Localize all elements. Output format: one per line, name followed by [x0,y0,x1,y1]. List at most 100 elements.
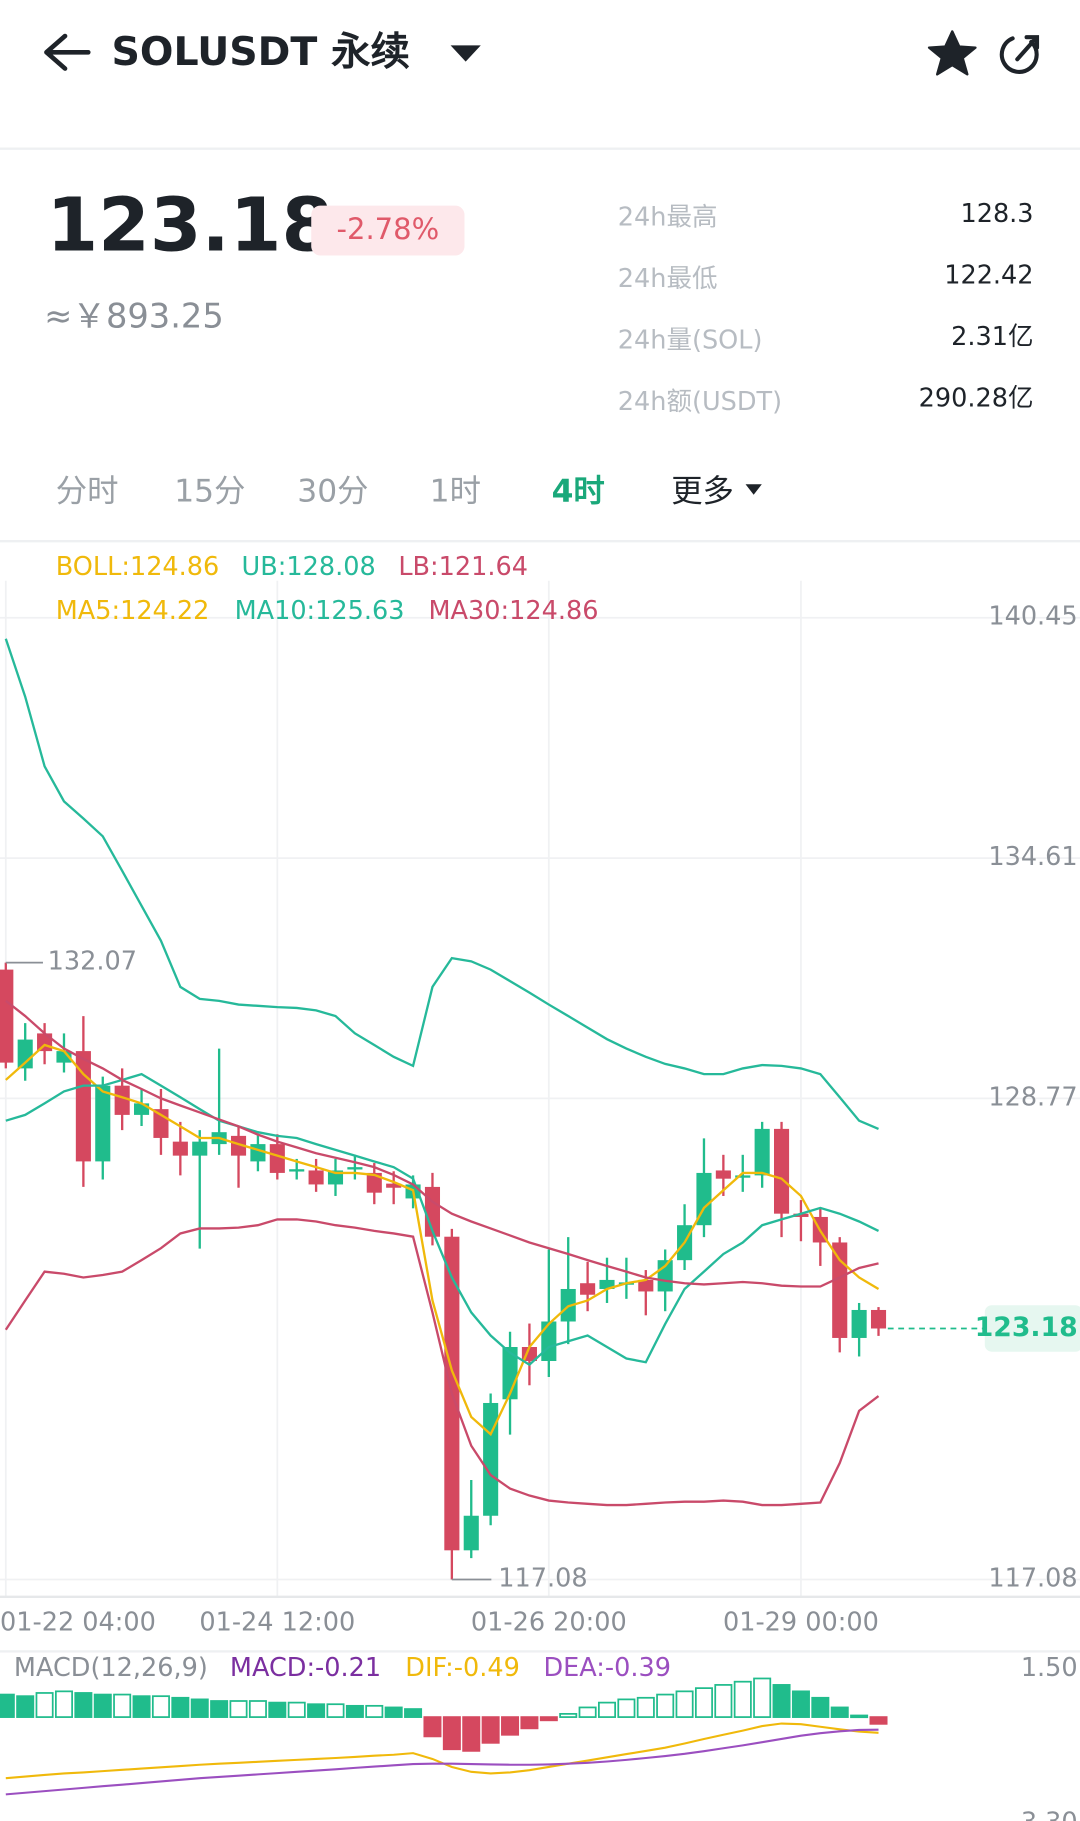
candle-body [735,1175,751,1178]
macd-bar [656,1693,675,1718]
interval-tabs: 分时 15分 30分 1时 4时 更多 [56,473,762,509]
y-tick-label: 128.77 [988,1082,1077,1112]
candle-body [851,1309,867,1338]
back-button[interactable] [44,33,91,71]
candle-body [580,1283,596,1295]
favorite-star[interactable] [927,30,977,76]
y-tick-label: 140.45 [988,602,1077,632]
stat-label: 24h量(SOL) [618,325,763,355]
symbol-title[interactable]: SOLUSDT 永续 [111,29,410,75]
last-price: 123.18 [46,181,333,268]
interval-tab[interactable]: 1时 [430,473,481,509]
macd-bar [617,1698,636,1718]
macd-bar [365,1704,384,1718]
candle-body [230,1135,247,1156]
symbol-dropdown[interactable] [450,45,481,62]
stat-label: 24h最低 [618,264,718,294]
macd-bar [345,1704,364,1718]
stat-label: 24h最高 [618,202,718,232]
macd-bar [481,1716,500,1744]
candle-body [56,1051,72,1063]
candle-body [793,1213,809,1217]
macd-bar [384,1706,403,1718]
candle-body [832,1242,848,1338]
candle-body [153,1109,169,1138]
interval-tab[interactable]: 4时 [552,473,605,509]
candle-body [366,1172,382,1193]
x-tick-label: 01-26 20:00 [471,1608,627,1638]
stat-label: 24h额(USDT) [618,387,782,417]
macd-bar [791,1690,810,1718]
x-tick-label: 01-24 12:00 [199,1608,355,1638]
change-badge [311,205,465,256]
macd-bar [93,1693,112,1718]
legend-entry: DEA:-0.39 [543,1653,670,1683]
macd-bar [811,1696,830,1718]
macd-bar [0,1693,15,1718]
macd-bar [54,1690,73,1718]
candle-body [347,1167,363,1170]
share-button[interactable] [999,35,1040,74]
interval-tab[interactable]: 15分 [174,473,245,509]
macd-bar [694,1687,713,1718]
candle-body [95,1085,111,1162]
stat-value: 2.31亿 [951,322,1033,352]
macd-bar [307,1703,326,1718]
change-percent: -2.78% [337,212,440,246]
candle-body [134,1103,150,1115]
legend-entry: MA5:124.22 [56,596,210,626]
macd-title: MACD(12,26,9) [14,1653,208,1683]
macd-bar [850,1714,869,1719]
legend-entry: BOLL:124.86 [56,552,220,582]
candle-body [17,1039,33,1069]
macd-bar [501,1716,520,1736]
macd-bar [675,1690,694,1718]
low-marker-label: 117.08 [498,1564,587,1594]
candle-body [308,1170,324,1185]
candle-body [754,1128,770,1176]
cny-price: ≈￥893.25 [44,297,224,336]
macd-bar [171,1696,190,1718]
macd-bar [132,1695,151,1718]
y-tick-label: 117.08 [988,1564,1077,1594]
candle-body [638,1279,654,1292]
divider [0,540,1080,543]
macd-bar [326,1703,345,1718]
candle-body [541,1321,557,1362]
legend-entry: DIF:-0.49 [405,1653,520,1683]
indicator-line [5,1043,880,1437]
macd-bar [714,1684,733,1718]
macd-bar [559,1712,578,1718]
macd-bar [830,1706,849,1718]
macd-bar [636,1696,655,1718]
interval-tab[interactable]: 分时 [56,473,119,509]
candle-body [289,1169,305,1172]
macd-bar [869,1716,888,1725]
candle-body [250,1144,266,1162]
macd-bar [442,1716,461,1751]
stat-value: 128.3 [960,199,1033,229]
macd-bar [404,1708,423,1718]
divider [0,1650,1080,1653]
high-marker-label: 132.07 [48,947,137,977]
candle-body [483,1402,499,1516]
macd-bar [598,1701,617,1718]
candle-body [463,1515,479,1551]
last-price-badge [984,1305,1080,1352]
candle-body [192,1141,208,1156]
candle-body [269,1144,285,1173]
more-caret[interactable] [745,484,762,495]
interval-tab[interactable]: 更多 [671,473,734,509]
candle-body [774,1128,790,1214]
candle-chart: 140.45 134.61 128.77 117.08 01-22 04:00 01-24… [0,552,1080,1638]
legend-entry: MA30:124.86 [429,596,599,626]
share-circle [999,36,1039,74]
stat-value: 122.42 [944,260,1033,290]
interval-tab[interactable]: 30分 [297,473,368,509]
macd-bar [753,1677,772,1718]
x-tick-label: 01-22 04:00 [0,1608,156,1638]
macd-bar [229,1700,248,1718]
candle-body [715,1170,731,1179]
